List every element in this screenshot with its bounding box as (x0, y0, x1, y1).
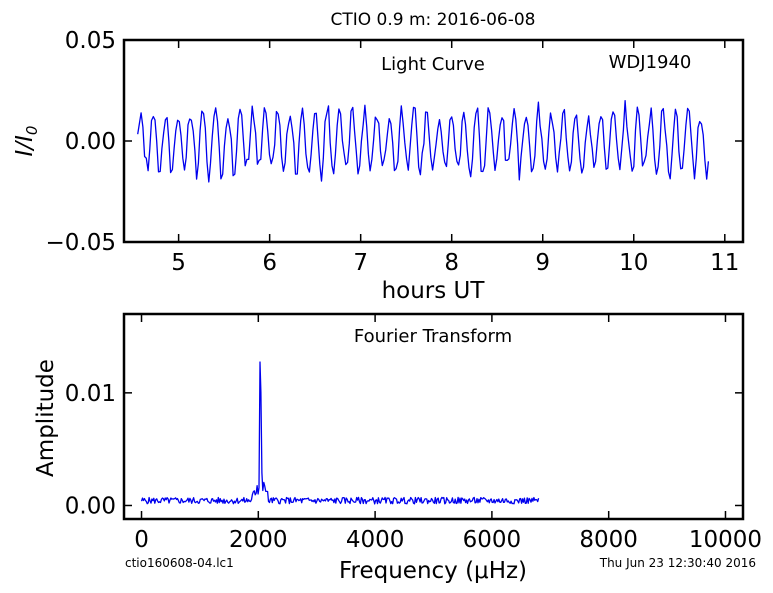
ft-xtick-label: 8000 (579, 527, 638, 553)
footer-filename: ctio160608-04.lc1 (125, 556, 234, 570)
ft-xtick-label: 10000 (689, 527, 762, 553)
light-curve-frame (122, 38, 745, 244)
fourier-ticks: 0 2000 4000 6000 8000 10000 0.00 0.01 (65, 314, 762, 553)
footer-timestamp: Thu Jun 23 12:30:40 2016 (599, 556, 756, 570)
lc-xtick-label: 9 (535, 250, 550, 276)
ft-xtick-label: 0 (134, 527, 149, 553)
ft-xtick-label: 2000 (229, 527, 288, 553)
light-curve-title: Light Curve (381, 54, 485, 75)
light-curve-ylabel: I/I0 (12, 126, 41, 157)
ft-xtick-label: 6000 (463, 527, 522, 553)
lc-xtick-label: 10 (619, 250, 648, 276)
lc-xtick-label: 6 (262, 250, 277, 276)
lc-xtick-label: 8 (444, 250, 459, 276)
light-curve-panel: Light Curve WDJ1940 5 6 7 8 9 10 11 −0.05 0.00 0.… (12, 28, 745, 304)
figure-title: CTIO 0.9 m: 2016-06-08 (331, 10, 536, 30)
fourier-series (140, 361, 540, 505)
lc-xtick-label: 7 (353, 250, 368, 276)
lc-xtick-label: 5 (171, 250, 186, 276)
fourier-title: Fourier Transform (354, 326, 512, 347)
ft-xtick-label: 4000 (346, 527, 405, 553)
lc-xtick-label: 11 (710, 250, 739, 276)
object-name-label: WDJ1940 (609, 52, 692, 73)
fourier-ylabel: Amplitude (33, 359, 59, 477)
ft-ytick-label: 0.01 (65, 381, 116, 407)
lc-ytick-label: −0.05 (46, 230, 116, 256)
ft-ytick-label: 0.00 (65, 493, 116, 519)
light-curve-xlabel: hours UT (382, 278, 486, 304)
lc-ytick-label: 0.00 (65, 129, 116, 155)
fourier-panel: Fourier Transform 0 2000 4000 6000 8000 10000… (33, 312, 762, 584)
light-curve-ticks: 5 6 7 8 9 10 11 −0.05 0.00 0.05 (46, 28, 743, 276)
lc-ytick-label: 0.05 (65, 28, 116, 54)
light-curve-series (137, 100, 710, 183)
fourier-frame (122, 312, 745, 521)
fourier-xlabel: Frequency (μHz) (339, 558, 527, 584)
